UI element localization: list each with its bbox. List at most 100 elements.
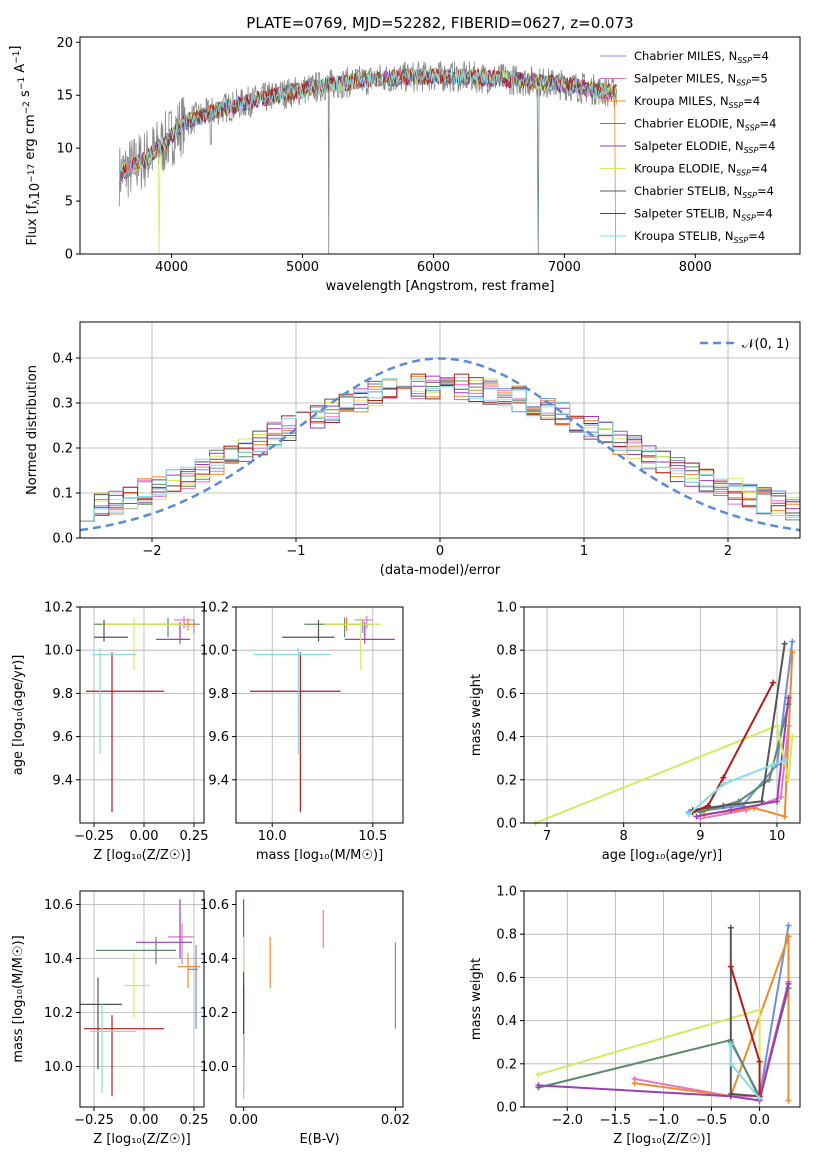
x-tick-label: 5000	[286, 260, 319, 275]
weight-series-line	[692, 682, 775, 814]
y-tick-label: 0.6	[496, 971, 517, 986]
x-tick-label: 7	[543, 829, 551, 844]
y-tick-label: 0.6	[496, 687, 517, 702]
x-tick-label: 8000	[679, 260, 712, 275]
y-tick-label: 9.8	[208, 687, 229, 702]
weight-series-line	[538, 983, 790, 1102]
x-tick-label: 6000	[417, 260, 450, 275]
data-point-marker	[774, 722, 780, 729]
x-tick-label: 10	[769, 829, 786, 844]
x-tick-label: 2	[724, 544, 732, 559]
legend-entry: Kroupa ELODIE, NSSP=4	[634, 162, 768, 178]
y-tick-label: 0.2	[496, 1057, 517, 1072]
y-tick-label: 15	[56, 89, 73, 104]
data-point-marker	[785, 776, 792, 783]
panel-residual_hist: −2 −1 0 1 2 0.0 0.1 0.2 0.3 0.4 (data-model)/error…	[25, 321, 801, 578]
y-tick-label: 10.4	[44, 952, 73, 967]
data-point-marker	[705, 802, 711, 809]
gaussian-curve	[79, 357, 801, 532]
data-point-marker	[756, 1006, 763, 1013]
axes-frame	[235, 890, 404, 1108]
model-series-line	[118, 68, 618, 184]
data-point-marker	[727, 1060, 734, 1067]
data-point-marker	[756, 1095, 763, 1102]
y-tick-label: 10.0	[44, 1060, 73, 1075]
data-point-marker	[781, 757, 788, 764]
x-axis-label: (data-model)/error	[380, 563, 501, 578]
data-point-marker	[758, 798, 765, 805]
panel-age_vs_Z: −0.25 0.00 0.25 9.4 9.6 9.8 10.0 10.2 Z [log₁₀(Z…	[11, 601, 208, 864]
panel-weight_vs_age: 7 8 9 10 0.0 0.2 0.4 0.6 0.8 1.0 age [log₁₀(age/yr…	[469, 601, 801, 863]
x-tick-label: −0.25	[74, 829, 114, 844]
data-point-marker	[785, 922, 792, 929]
y-axis-label: Flux [fλ10−17 erg cm−2 s−1 A−1]	[8, 46, 43, 246]
legend-entry: Salpeter STELIB, NSSP=4	[634, 207, 773, 223]
y-tick-label: 10.4	[200, 952, 229, 967]
y-tick-label: 0.4	[52, 352, 73, 367]
x-axis-label: Z [log₁₀(Z/Z☉)]	[93, 848, 190, 863]
y-tick-label: 10	[56, 142, 73, 157]
x-tick-label: 4000	[155, 260, 188, 275]
x-tick-label: −1.5	[600, 1113, 632, 1128]
y-tick-label: 0.0	[496, 817, 517, 832]
legend-entry: 𝒩(0, 1)	[742, 337, 789, 352]
panel-spectrum: 4000 5000 6000 7000 8000 0 5 10 15 20 wavelength […	[8, 36, 801, 294]
data-point-marker	[777, 794, 784, 801]
y-axis-label: mass weight	[469, 958, 484, 1040]
axes-frame	[523, 890, 801, 1108]
y-tick-label: 10.2	[44, 601, 73, 616]
x-tick-label: 7000	[548, 260, 581, 275]
y-tick-label: 1.0	[496, 885, 517, 900]
y-tick-label: 10.0	[44, 644, 73, 659]
x-axis-label: E(B-V)	[299, 1132, 339, 1147]
y-tick-label: 9.6	[52, 730, 73, 745]
x-tick-label: −2.0	[551, 1113, 583, 1128]
data-point-marker	[770, 761, 777, 768]
weight-series-line	[692, 643, 786, 811]
y-tick-label: 0.0	[496, 1101, 517, 1116]
axes-frame	[79, 36, 801, 255]
weight-series-line	[688, 759, 786, 816]
y-tick-label: 10.2	[200, 1006, 229, 1021]
y-tick-label: 0.2	[52, 442, 73, 457]
x-tick-label: −1	[286, 544, 305, 559]
x-tick-label: −0.5	[696, 1113, 728, 1128]
y-tick-label: 10.2	[44, 1006, 73, 1021]
x-axis-label: age [log₁₀(age/yr)]	[602, 848, 723, 863]
y-tick-label: 0.8	[496, 644, 517, 659]
y-tick-label: 1.0	[496, 601, 517, 616]
x-axis-label: Z [log₁₀(Z/Z☉)]	[93, 1132, 190, 1147]
x-tick-label: 10.5	[358, 829, 387, 844]
legend-entry: Kroupa STELIB, NSSP=4	[634, 229, 765, 245]
y-tick-label: 0	[65, 248, 73, 263]
y-tick-label: 10.0	[200, 1060, 229, 1075]
data-point-marker	[631, 1080, 638, 1087]
axes-frame	[523, 606, 801, 824]
data-point-marker	[785, 980, 792, 987]
legend-entry: Salpeter ELODIE, NSSP=4	[634, 139, 775, 155]
data-point-marker	[789, 649, 796, 656]
data-point-marker	[781, 640, 788, 647]
x-tick-label: 0	[436, 544, 444, 559]
y-tick-label: 0.4	[496, 730, 517, 745]
data-point-marker	[727, 924, 734, 931]
data-point-marker	[697, 809, 704, 816]
y-tick-label: 0.2	[496, 773, 517, 788]
data-point-marker	[727, 963, 734, 970]
y-tick-label: 9.6	[208, 730, 229, 745]
y-tick-label: 0.1	[52, 487, 73, 502]
data-point-marker	[685, 811, 692, 818]
panel-mass_vs_Z: −0.25 0.00 0.25 10.0 10.2 10.4 10.6 Z [log₁₀(Z/…	[11, 890, 209, 1147]
y-tick-label: 0.8	[496, 928, 517, 943]
x-tick-label: 9	[696, 829, 704, 844]
y-tick-label: 10.6	[200, 898, 229, 913]
data-point-marker	[789, 733, 796, 740]
x-tick-label: 0.25	[180, 1113, 209, 1128]
model-series-line	[118, 67, 618, 254]
x-tick-label: 8	[620, 829, 628, 844]
x-tick-label: 0.02	[381, 1113, 410, 1128]
panel-mass_vs_EBV: 0.00 0.02 10.0 10.2 10.4 10.6 E(B-V)	[200, 890, 410, 1147]
x-axis-label: wavelength [Angstrom, rest frame]	[326, 279, 555, 294]
axes-frame	[79, 606, 205, 824]
